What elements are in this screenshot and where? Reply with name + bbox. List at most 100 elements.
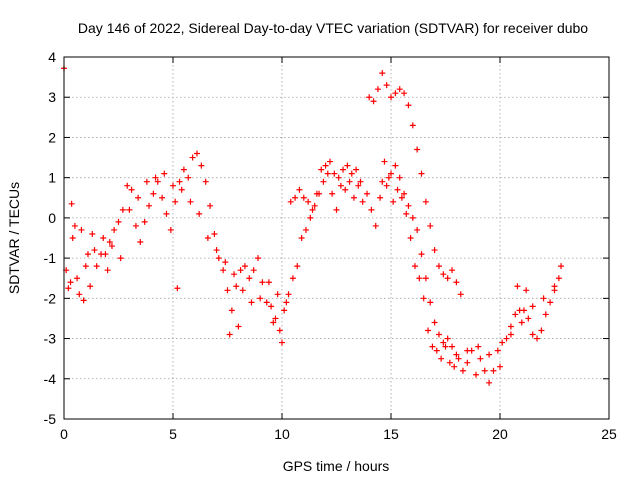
y-tick-label: 0 <box>48 210 56 226</box>
data-point <box>374 86 381 93</box>
data-point <box>108 243 115 250</box>
data-point <box>427 222 434 229</box>
data-point <box>146 202 153 209</box>
data-point <box>464 347 471 354</box>
data-point <box>398 194 405 201</box>
data-point <box>117 255 124 262</box>
data-point <box>141 218 148 225</box>
data-point <box>422 275 429 282</box>
data-point <box>292 194 299 201</box>
data-point <box>390 198 397 205</box>
data-point <box>514 283 521 290</box>
data-point <box>449 343 456 350</box>
data-point <box>538 327 545 334</box>
data-point <box>222 259 229 266</box>
data-points <box>61 65 565 386</box>
data-point <box>102 251 109 258</box>
data-point <box>135 194 142 201</box>
data-point <box>381 158 388 165</box>
data-point <box>137 239 144 246</box>
data-point <box>540 295 547 302</box>
data-point <box>353 166 360 173</box>
x-tick-label: 15 <box>383 426 399 442</box>
data-point <box>464 359 471 366</box>
data-point <box>427 299 434 306</box>
data-point <box>529 303 536 310</box>
data-point <box>344 162 351 169</box>
x-tick-label: 5 <box>169 426 177 442</box>
data-point <box>520 307 527 314</box>
data-point <box>89 230 96 237</box>
data-point <box>104 267 111 274</box>
data-point <box>71 222 78 229</box>
data-point <box>202 178 209 185</box>
data-point <box>503 335 510 342</box>
data-point <box>309 206 316 213</box>
data-point <box>248 299 255 306</box>
data-point <box>296 186 303 193</box>
data-point <box>457 291 464 298</box>
data-point <box>185 174 192 181</box>
data-point <box>542 311 549 318</box>
data-point <box>475 343 482 350</box>
data-point <box>440 339 447 346</box>
data-point <box>409 214 416 221</box>
data-point <box>161 170 168 177</box>
data-point <box>440 271 447 278</box>
data-point <box>388 170 394 177</box>
data-point <box>235 323 242 330</box>
grid-lines <box>64 57 609 419</box>
data-point <box>392 90 399 97</box>
data-point <box>451 363 458 370</box>
data-point <box>289 275 296 282</box>
y-tick-label: 2 <box>48 129 56 145</box>
data-point <box>283 299 290 306</box>
data-point <box>558 263 565 270</box>
data-point <box>237 267 244 274</box>
data-point <box>298 235 305 241</box>
data-point <box>163 210 170 217</box>
data-point <box>67 279 74 286</box>
data-point <box>333 206 340 213</box>
data-point <box>507 331 514 338</box>
data-point <box>486 351 493 358</box>
data-point <box>446 359 453 366</box>
data-point <box>215 255 222 262</box>
data-point <box>220 267 227 274</box>
data-point <box>346 178 353 185</box>
y-tick-label: -4 <box>44 371 57 387</box>
data-point <box>170 182 176 189</box>
data-point <box>281 307 288 314</box>
data-point <box>418 170 425 177</box>
data-point <box>198 162 205 169</box>
data-point <box>335 174 342 181</box>
data-point <box>259 279 266 286</box>
data-point <box>69 235 76 241</box>
data-point <box>167 226 174 233</box>
data-point <box>379 178 386 185</box>
data-point <box>425 327 432 334</box>
data-point <box>180 166 187 173</box>
y-tick-label: 3 <box>48 89 56 105</box>
data-point <box>366 94 373 101</box>
data-point <box>364 190 371 197</box>
data-point <box>414 146 421 153</box>
data-point <box>322 162 329 169</box>
tick-labels: 0 5 10 15 20 25 -5 -4 -3 -2 -1 0 1 2 3 4 <box>44 49 617 442</box>
data-point <box>241 263 248 270</box>
data-point <box>270 319 277 326</box>
data-point <box>176 178 183 185</box>
data-point <box>499 339 506 346</box>
y-tick-label: -5 <box>44 411 57 427</box>
data-point <box>268 303 275 310</box>
data-point <box>305 198 312 205</box>
data-point <box>429 343 436 350</box>
data-point <box>106 239 113 246</box>
data-point <box>497 363 503 370</box>
data-point <box>76 291 83 298</box>
data-point <box>340 166 347 173</box>
data-point <box>187 198 194 205</box>
data-point <box>507 323 514 330</box>
data-point <box>534 335 541 342</box>
